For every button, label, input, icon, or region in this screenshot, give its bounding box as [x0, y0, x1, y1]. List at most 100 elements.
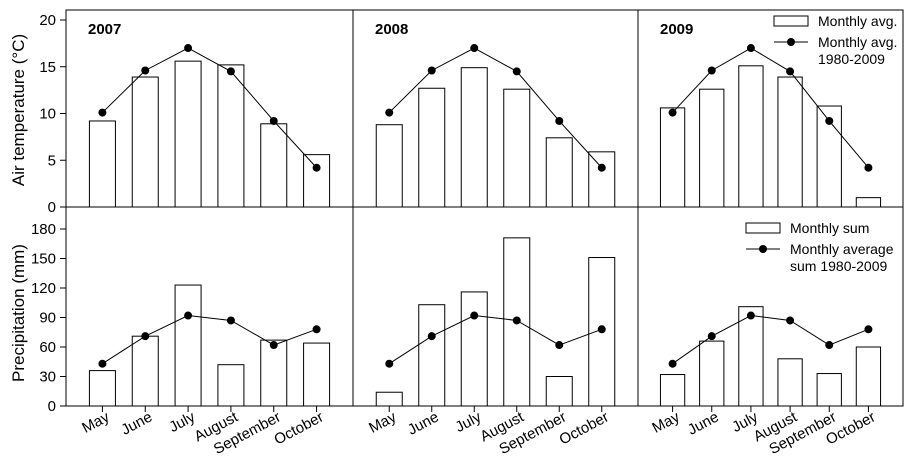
precipitation-avg-point-2007-july — [184, 311, 193, 320]
precipitation-avg-point-2008-august — [512, 316, 521, 325]
temperature-bar-2009-may — [659, 107, 686, 208]
temperature-avg-point-2007-july — [184, 44, 193, 53]
temperature-avg-point-2008-june — [427, 66, 436, 75]
precipitation-avg-point-2008-july — [470, 311, 479, 320]
temperature-legend-line-label-1: Monthly avg. — [818, 34, 897, 50]
year-label-2008: 2008 — [375, 21, 408, 38]
temperature-avg-point-2007-october — [312, 163, 321, 172]
precipitation-avg-line-2008 — [388, 315, 602, 365]
precipitation-bar-2008-july — [460, 291, 488, 407]
precipitation-y-tick-label: 120 — [31, 280, 56, 297]
precipitation-y-tick-label: 180 — [31, 221, 56, 238]
month-label-may: May — [649, 408, 682, 437]
temperature-bar-2007-july — [174, 60, 202, 208]
temperature-avg-point-2008-october — [597, 163, 606, 172]
temperature-avg-point-2008-july — [470, 44, 479, 53]
year-label-2009: 2009 — [660, 21, 693, 38]
temperature-legend-point-swatch — [787, 38, 795, 46]
precipitation-avg-point-2007-september — [269, 341, 278, 350]
month-label-october: October — [271, 409, 326, 449]
month-label-june: June — [118, 409, 155, 439]
temperature-y-tick-label: 10 — [39, 106, 56, 123]
temperature-bar-2008-may — [375, 124, 403, 208]
month-label-may: May — [366, 408, 399, 437]
temperature-bar-2009-july — [738, 65, 764, 208]
temperature-avg-point-2009-september — [825, 116, 834, 125]
panel-frame — [637, 206, 904, 407]
temperature-bar-2007-august — [217, 64, 245, 208]
precipitation-avg-point-2009-july — [746, 311, 755, 320]
precipitation-bar-2009-july — [738, 306, 764, 407]
precipitation-bar-2007-may — [88, 370, 116, 407]
precipitation-bar-2007-august — [217, 364, 245, 407]
temperature-legend-bar-swatch — [773, 15, 809, 27]
precipitation-bar-2009-august — [777, 358, 803, 407]
temperature-avg-point-2009-june — [707, 66, 716, 75]
precipitation-bar-2009-may — [659, 374, 686, 407]
precipitation-bar-2007-october — [303, 342, 331, 407]
month-label-october: October — [557, 409, 612, 449]
precipitation-bar-2008-may — [375, 391, 403, 407]
month-label-june: June — [685, 409, 722, 439]
precipitation-avg-point-2009-october — [864, 325, 873, 334]
temperature-avg-line-2009 — [672, 47, 869, 169]
precipitation-avg-point-2007-june — [141, 332, 150, 341]
temperature-bar-2009-august — [777, 76, 803, 208]
temperature-axis-title: Air temperature (°C) — [9, 34, 28, 186]
precipitation-y-tick-label: 60 — [39, 339, 56, 356]
temperature-legend-line-label-2: 1980-2009 — [818, 51, 885, 67]
precipitation-y-tick-label: 150 — [31, 251, 56, 268]
year-label-2007: 2007 — [88, 21, 121, 38]
precipitation-avg-point-2007-may — [98, 359, 107, 368]
precipitation-avg-line-2009 — [672, 315, 869, 365]
temperature-avg-point-2009-july — [746, 44, 755, 53]
precipitation-legend-bar-label: Monthly sum — [790, 220, 869, 236]
precipitation-avg-line-2007 — [102, 315, 317, 365]
temperature-avg-point-2007-may — [98, 108, 107, 117]
temperature-bar-2008-june — [418, 87, 446, 208]
precipitation-bar-2007-july — [174, 284, 202, 407]
precipitation-y-tick-label: 90 — [39, 310, 56, 327]
temperature-y-tick-label: 0 — [48, 199, 56, 216]
temperature-avg-line-2007 — [102, 47, 317, 169]
temperature-avg-point-2008-september — [555, 116, 564, 125]
precipitation-avg-point-2009-june — [707, 332, 716, 341]
precipitation-y-tick-label: 30 — [39, 369, 56, 386]
temperature-avg-point-2007-september — [269, 116, 278, 125]
temperature-bar-2008-october — [588, 151, 616, 208]
precipitation-legend-bar-swatch — [745, 222, 781, 234]
precipitation-axis-title: Precipitation (mm) — [9, 244, 28, 382]
month-label-june: June — [405, 409, 442, 439]
precipitation-bar-2009-october — [855, 346, 882, 407]
temperature-bar-2008-july — [460, 67, 488, 208]
precipitation-avg-point-2009-september — [825, 341, 834, 350]
precipitation-bar-2007-june — [131, 335, 159, 407]
precipitation-avg-point-2009-may — [668, 359, 677, 368]
temperature-bar-2009-october — [855, 197, 882, 208]
temperature-legend-bar-label: Monthly avg. — [818, 13, 897, 29]
precipitation-bar-2007-september — [260, 339, 288, 407]
temperature-bar-2008-august — [503, 88, 531, 208]
temperature-y-tick-label: 5 — [48, 152, 56, 169]
precipitation-bar-2009-june — [699, 340, 725, 407]
precipitation-avg-point-2009-august — [786, 316, 795, 325]
temperature-avg-point-2007-june — [141, 66, 150, 75]
precipitation-avg-point-2008-june — [427, 332, 436, 341]
temperature-bar-2008-september — [545, 137, 573, 208]
temperature-avg-point-2009-may — [668, 108, 677, 117]
precipitation-legend-point-swatch — [759, 245, 767, 253]
precipitation-y-tick-label: 0 — [48, 398, 56, 415]
month-label-may: May — [79, 408, 112, 437]
precipitation-avg-point-2008-october — [597, 325, 606, 334]
precipitation-legend-line-label-1: Monthly average — [790, 241, 894, 257]
temperature-avg-point-2007-august — [226, 67, 235, 76]
precipitation-bar-2008-june — [418, 304, 446, 407]
temperature-bar-2007-october — [303, 154, 331, 208]
temperature-y-tick-label: 15 — [39, 59, 56, 76]
temperature-bar-2007-september — [260, 123, 288, 208]
precipitation-legend-line-label-2: sum 1980-2009 — [790, 258, 888, 274]
temperature-bar-2009-june — [699, 88, 725, 208]
temperature-bar-2007-june — [131, 76, 159, 208]
